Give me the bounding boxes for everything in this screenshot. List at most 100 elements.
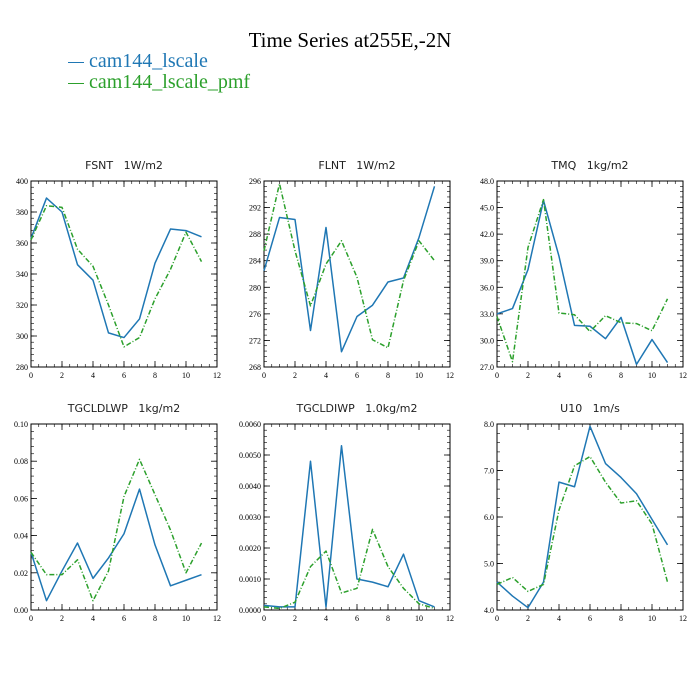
y-tick-label: 0.06 bbox=[14, 494, 28, 503]
x-tick-label: 10 bbox=[648, 371, 656, 380]
x-tick-label: 12 bbox=[679, 371, 687, 380]
x-tick-label: 0 bbox=[262, 371, 266, 380]
x-tick-label: 10 bbox=[415, 614, 423, 623]
y-tick-label: 288 bbox=[249, 230, 261, 239]
x-tick-label: 2 bbox=[60, 371, 64, 380]
y-tick-label: 42.0 bbox=[480, 230, 494, 239]
y-tick-label: 45.0 bbox=[480, 204, 494, 213]
y-tick-label: 300 bbox=[16, 332, 28, 341]
y-tick-label: 400 bbox=[16, 177, 28, 186]
x-tick-label: 4 bbox=[557, 614, 561, 623]
legend-label: cam144_lscale_pmf bbox=[89, 71, 251, 93]
x-tick-label: 8 bbox=[386, 614, 390, 623]
series-line-cam144-lscale bbox=[496, 425, 669, 609]
x-tick-label: 12 bbox=[213, 371, 221, 380]
x-tick-label: 2 bbox=[526, 371, 530, 380]
x-tick-label: 2 bbox=[526, 614, 530, 623]
plot-frame bbox=[263, 423, 451, 611]
panel-title: FLNT 1W/m2 bbox=[318, 159, 395, 172]
y-tick-label: 296 bbox=[249, 177, 261, 186]
chart-panel-1: FLNT 1W/m2 0 2 4 6 8 10 12 268 272 276 280 284 288 292… bbox=[249, 159, 454, 380]
x-tick-label: 4 bbox=[324, 371, 328, 380]
y-tick-label: 27.0 bbox=[480, 363, 494, 372]
y-tick-label: 320 bbox=[16, 301, 28, 310]
series-line-cam144-lscale-pmf bbox=[496, 455, 669, 593]
chart-panel-3: TGCLDLWP 1kg/m2 0 2 4 6 8 10 12 0.00 0.02 0.04 0.06… bbox=[14, 402, 221, 623]
y-tick-label: 292 bbox=[249, 204, 261, 213]
y-tick-label: 340 bbox=[16, 270, 28, 279]
y-tick-label: 4.0 bbox=[484, 606, 494, 615]
y-tick-label: 272 bbox=[249, 336, 261, 345]
x-tick-label: 4 bbox=[557, 371, 561, 380]
x-tick-label: 0 bbox=[262, 614, 266, 623]
x-tick-label: 4 bbox=[91, 614, 95, 623]
plot-frame bbox=[30, 423, 218, 611]
y-tick-label: 0.04 bbox=[14, 532, 28, 541]
plot-frame bbox=[263, 180, 451, 368]
y-tick-label: 360 bbox=[16, 239, 28, 248]
x-tick-label: 4 bbox=[91, 371, 95, 380]
chart-panel-2: TMQ 1kg/m2 0 2 4 6 8 10 12 27.0 30.0 33.0 36.0 39.0 4… bbox=[480, 159, 687, 380]
legend-entry-cam144-lscale: cam144_lscale bbox=[68, 50, 208, 73]
y-tick-label: 0.02 bbox=[14, 569, 28, 578]
y-tick-label: 0.10 bbox=[14, 420, 28, 429]
x-tick-label: 8 bbox=[153, 371, 157, 380]
x-tick-label: 6 bbox=[355, 371, 359, 380]
y-tick-label: 0.0010 bbox=[239, 575, 261, 584]
chart-panel-4: TGCLDIWP 1.0kg/m2 0 2 4 6 8 10 12 0.0000 0.0010 0.… bbox=[239, 402, 454, 623]
x-tick-label: 2 bbox=[60, 614, 64, 623]
panel-title: TGCLDLWP 1kg/m2 bbox=[67, 402, 180, 415]
x-tick-label: 8 bbox=[619, 614, 623, 623]
x-tick-label: 12 bbox=[446, 614, 454, 623]
y-tick-label: 0.08 bbox=[14, 457, 28, 466]
panel-title: TGCLDIWP 1.0kg/m2 bbox=[295, 402, 417, 415]
y-tick-label: 268 bbox=[249, 363, 261, 372]
x-tick-label: 4 bbox=[324, 614, 328, 623]
y-tick-label: 284 bbox=[249, 257, 261, 266]
x-tick-label: 2 bbox=[293, 614, 297, 623]
series-line-cam144-lscale-pmf bbox=[496, 198, 669, 363]
y-tick-label: 0.0000 bbox=[239, 606, 261, 615]
series-line-cam144-lscale bbox=[30, 488, 202, 602]
x-tick-label: 0 bbox=[495, 371, 499, 380]
chart-panel-5: U10 1m/s 0 2 4 6 8 10 12 4.0 5.0 6.0 7.0 8.0 bbox=[484, 402, 687, 623]
series-line-cam144-lscale-pmf bbox=[263, 182, 436, 349]
legend-label: cam144_lscale bbox=[89, 50, 208, 72]
y-tick-label: 6.0 bbox=[484, 513, 494, 522]
series-line-cam144-lscale bbox=[263, 186, 436, 353]
y-tick-label: 0.0020 bbox=[239, 544, 261, 553]
x-tick-label: 10 bbox=[648, 614, 656, 623]
x-tick-label: 12 bbox=[679, 614, 687, 623]
legend-entry-cam144-lscale-pmf: cam144_lscale_pmf bbox=[68, 71, 250, 94]
legend-line-swatch bbox=[68, 82, 84, 84]
panel-title: U10 1m/s bbox=[560, 402, 620, 415]
x-tick-label: 10 bbox=[182, 371, 190, 380]
chart-panel-0: FSNT 1W/m2 0 2 4 6 8 10 12 280 300 320 340 360 380 400 bbox=[16, 159, 221, 380]
x-tick-label: 6 bbox=[588, 371, 592, 380]
y-tick-label: 0.0040 bbox=[239, 482, 261, 491]
y-tick-label: 280 bbox=[16, 363, 28, 372]
x-tick-label: 6 bbox=[122, 371, 126, 380]
x-tick-label: 2 bbox=[293, 371, 297, 380]
y-tick-label: 0.0050 bbox=[239, 451, 261, 460]
series-line-cam144-lscale bbox=[30, 197, 202, 339]
x-tick-label: 10 bbox=[182, 614, 190, 623]
series-line-cam144-lscale-pmf bbox=[30, 205, 203, 348]
y-tick-label: 0.00 bbox=[14, 606, 28, 615]
figure-title: Time Series at255E,-2N bbox=[248, 28, 452, 52]
x-tick-label: 0 bbox=[29, 371, 33, 380]
panel-title: FSNT 1W/m2 bbox=[85, 159, 163, 172]
y-tick-label: 8.0 bbox=[484, 420, 494, 429]
x-tick-label: 12 bbox=[213, 614, 221, 623]
y-tick-label: 280 bbox=[249, 283, 261, 292]
y-tick-label: 36.0 bbox=[480, 283, 494, 292]
x-tick-label: 10 bbox=[415, 371, 423, 380]
y-tick-label: 48.0 bbox=[480, 177, 494, 186]
x-tick-label: 0 bbox=[29, 614, 33, 623]
y-tick-label: 276 bbox=[249, 310, 261, 319]
plot-frame bbox=[496, 423, 684, 611]
series-line-cam144-lscale bbox=[263, 444, 435, 608]
x-tick-label: 6 bbox=[588, 614, 592, 623]
x-tick-label: 8 bbox=[153, 614, 157, 623]
